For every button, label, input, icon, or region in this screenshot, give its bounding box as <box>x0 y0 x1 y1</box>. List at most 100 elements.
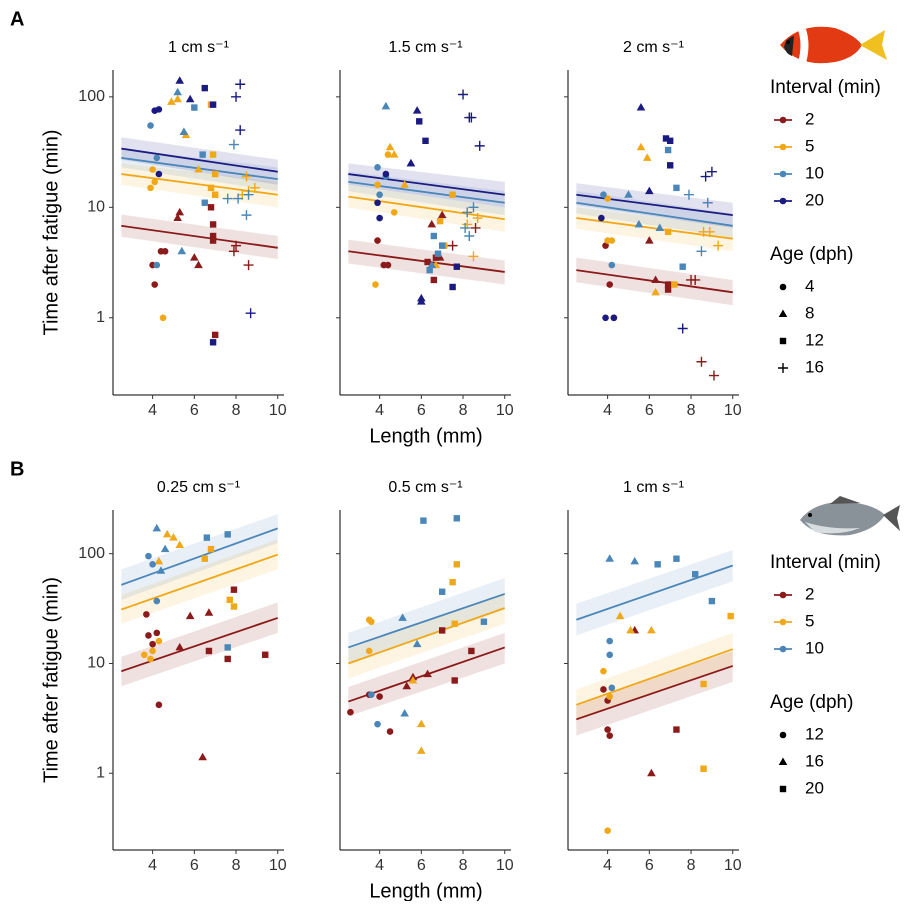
x-tick-label: 8 <box>459 857 468 874</box>
point <box>664 146 672 154</box>
point <box>207 204 215 211</box>
x-tick-label: 4 <box>375 402 384 419</box>
point <box>480 618 488 625</box>
point <box>209 339 217 346</box>
point <box>198 752 207 761</box>
point <box>161 247 169 255</box>
legend-title: Age (dph) <box>770 244 853 265</box>
x-tick-label: 8 <box>232 402 241 419</box>
point <box>606 732 614 739</box>
point <box>201 84 208 92</box>
legend-title: Age (dph) <box>770 692 853 713</box>
point <box>203 534 211 541</box>
point <box>159 314 167 322</box>
y-tick-label: 1 <box>96 764 105 781</box>
y-axis-title: Time after fatigue (min) <box>40 130 62 336</box>
point <box>243 189 254 200</box>
point <box>365 647 373 655</box>
point <box>149 640 156 648</box>
point <box>194 260 203 269</box>
x-tick-label: 4 <box>375 857 384 874</box>
point <box>708 370 719 381</box>
point <box>209 232 217 240</box>
point <box>426 266 433 274</box>
point <box>156 566 166 574</box>
point <box>437 210 447 219</box>
facet: 1 cm s⁻¹ 1 10 100 4 6 8 10 <box>78 39 286 419</box>
point <box>408 675 418 684</box>
point <box>417 746 426 754</box>
fit-line <box>348 593 506 649</box>
point <box>175 207 185 216</box>
x-tick-label: 4 <box>603 402 612 419</box>
point <box>207 545 215 553</box>
y-tick-label: 1 <box>96 309 105 326</box>
legend-key <box>778 309 788 317</box>
point <box>235 125 246 136</box>
fit-line <box>576 665 734 721</box>
x-tick-label: 4 <box>148 402 157 419</box>
facet-title: 0.5 cm s⁻¹ <box>388 479 462 496</box>
point <box>224 655 231 663</box>
point <box>400 709 409 717</box>
legend-key <box>779 116 787 124</box>
point <box>199 151 206 158</box>
point <box>149 166 156 173</box>
facet: 2 cm s⁻¹ 4 6 8 10 <box>564 39 742 419</box>
point <box>449 283 456 291</box>
point <box>211 170 219 178</box>
point <box>151 281 159 288</box>
point <box>209 237 217 244</box>
point <box>449 191 456 198</box>
point <box>664 281 672 288</box>
x-tick-label: 6 <box>417 402 426 419</box>
point <box>241 171 252 182</box>
x-tick-label: 8 <box>459 402 468 419</box>
point <box>374 237 381 244</box>
point <box>207 184 215 192</box>
facet: 1 cm s⁻¹ 4 6 8 10 <box>564 479 742 874</box>
point <box>367 618 375 626</box>
fit-line <box>348 607 506 665</box>
facet-title: 1 cm s⁻¹ <box>623 479 684 496</box>
x-tick-label: 10 <box>496 857 514 874</box>
point <box>147 655 154 663</box>
point <box>175 76 185 84</box>
legend-key <box>779 785 787 793</box>
legend: Interval (min) 2 5 10 20 Age (dph) 4 8 12 16 <box>770 77 881 376</box>
point <box>376 191 383 199</box>
legend-label: 5 <box>805 611 814 630</box>
point <box>713 240 724 251</box>
point <box>654 561 661 568</box>
point <box>226 596 233 604</box>
legend-label: 4 <box>805 276 814 295</box>
point <box>417 293 426 302</box>
point <box>173 94 182 103</box>
legend-key <box>779 591 787 599</box>
facet-title: 0.25 cm s⁻¹ <box>157 479 240 496</box>
point <box>706 166 717 177</box>
point <box>647 768 656 777</box>
facet-title: 1 cm s⁻¹ <box>168 39 229 56</box>
point <box>600 191 607 199</box>
point <box>604 827 611 834</box>
point <box>177 246 187 255</box>
facet-title: 1.5 cm s⁻¹ <box>388 39 462 56</box>
point <box>673 555 680 562</box>
point <box>704 226 715 237</box>
point <box>438 627 446 634</box>
legend-label: 10 <box>805 163 824 182</box>
point <box>376 214 383 222</box>
legend-title: Interval (min) <box>770 552 881 573</box>
legend-label: 2 <box>805 584 814 603</box>
point <box>606 637 614 645</box>
point <box>700 680 707 688</box>
point <box>472 213 483 224</box>
legend-label: 12 <box>805 330 824 349</box>
point <box>155 701 163 709</box>
point <box>605 554 615 562</box>
point <box>224 644 231 651</box>
point <box>708 597 716 605</box>
point <box>347 708 354 716</box>
point <box>666 162 674 169</box>
